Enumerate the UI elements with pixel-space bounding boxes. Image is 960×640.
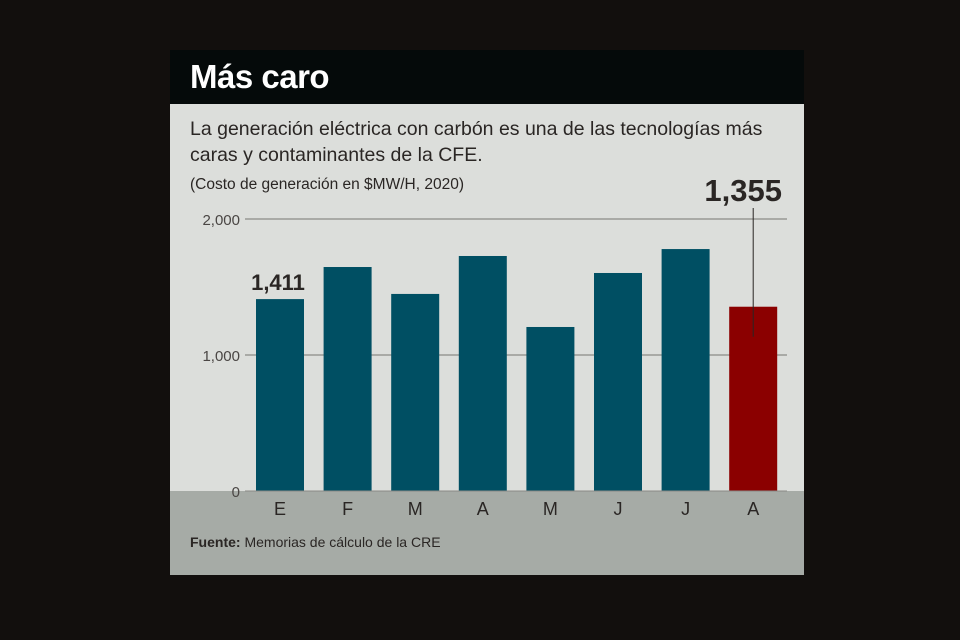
bar <box>526 326 575 491</box>
bar <box>661 249 710 491</box>
x-tick-label: A <box>477 499 489 519</box>
bar <box>729 306 778 491</box>
title-bar: Más caro <box>170 50 804 104</box>
units-label: (Costo de generación en $MW/H, 2020) <box>190 176 464 193</box>
x-tick-label: F <box>342 499 353 519</box>
x-tick-label: E <box>274 499 286 519</box>
bar <box>323 267 372 491</box>
y-tick-label: 2,000 <box>202 212 240 229</box>
bar <box>391 293 440 491</box>
bottom-band <box>170 491 804 575</box>
data-label: 1,411 <box>251 270 305 295</box>
x-tick-label: A <box>747 499 759 519</box>
y-tick-label: 0 <box>232 484 240 501</box>
y-tick-label: 1,000 <box>202 348 240 365</box>
bar <box>256 299 304 491</box>
bar <box>458 255 507 491</box>
bar <box>594 272 642 491</box>
x-tick-label: M <box>408 499 423 519</box>
chart-title: Más caro <box>190 58 330 95</box>
x-tick-label: J <box>614 499 623 519</box>
data-label: 1,355 <box>704 173 782 208</box>
x-tick-label: M <box>543 499 558 519</box>
source-label: Fuente: <box>190 534 241 550</box>
x-tick-label: J <box>681 499 690 519</box>
source-note: Fuente: Memorias de cálculo de la CRE <box>190 534 441 550</box>
source-text: Memorias de cálculo de la CRE <box>240 534 441 550</box>
chart-subtitle: La generación eléctrica con carbón es un… <box>190 118 763 166</box>
